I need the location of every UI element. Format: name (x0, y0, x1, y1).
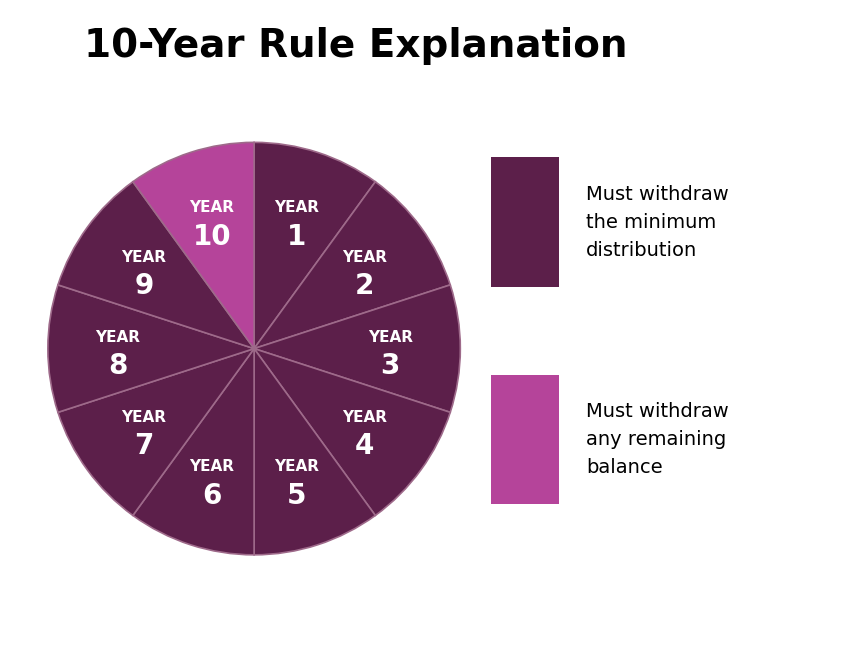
Wedge shape (254, 142, 375, 349)
Text: 2: 2 (355, 272, 374, 300)
Text: 9: 9 (135, 272, 153, 300)
Bar (491, 157, 559, 287)
Text: YEAR: YEAR (274, 201, 318, 215)
Text: 7: 7 (135, 432, 153, 460)
Text: YEAR: YEAR (96, 330, 141, 345)
Wedge shape (254, 182, 451, 349)
Text: 10: 10 (193, 222, 231, 251)
Text: Must withdraw
the minimum
distribution: Must withdraw the minimum distribution (586, 185, 729, 260)
Text: YEAR: YEAR (341, 410, 387, 425)
Wedge shape (58, 182, 254, 349)
Text: YEAR: YEAR (121, 250, 167, 265)
Text: 10-Year Rule Explanation: 10-Year Rule Explanation (84, 27, 628, 64)
Wedge shape (58, 349, 254, 515)
Text: 6: 6 (202, 481, 222, 509)
Text: YEAR: YEAR (190, 201, 235, 215)
Wedge shape (254, 349, 375, 555)
Bar (491, 375, 559, 505)
Text: 3: 3 (380, 352, 400, 380)
Text: YEAR: YEAR (190, 459, 235, 474)
Wedge shape (133, 349, 254, 555)
Wedge shape (254, 285, 460, 412)
Text: Must withdraw
any remaining
balance: Must withdraw any remaining balance (586, 402, 729, 477)
Wedge shape (133, 142, 254, 349)
Text: 4: 4 (355, 432, 374, 460)
Text: 8: 8 (108, 352, 128, 380)
Text: 5: 5 (286, 481, 306, 509)
Text: YEAR: YEAR (274, 459, 318, 474)
Text: YEAR: YEAR (121, 410, 167, 425)
Wedge shape (48, 285, 254, 412)
Text: YEAR: YEAR (341, 250, 387, 265)
Text: YEAR: YEAR (368, 330, 412, 345)
Wedge shape (254, 349, 451, 515)
Text: 1: 1 (286, 222, 306, 251)
